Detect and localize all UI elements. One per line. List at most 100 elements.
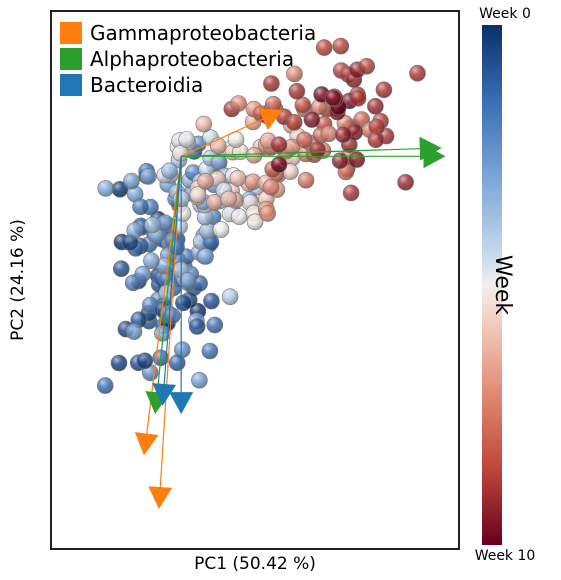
scatter-point — [207, 317, 223, 333]
scatter-point — [145, 217, 161, 233]
scatter-point — [196, 228, 212, 244]
scatter-point — [181, 292, 197, 308]
scatter-point — [342, 93, 358, 109]
scatter-point — [271, 157, 287, 173]
scatter-point — [141, 305, 157, 321]
scatter-point — [304, 112, 320, 128]
scatter-point — [276, 109, 292, 125]
scatter-point — [270, 167, 286, 183]
scatter-point — [263, 179, 279, 195]
arrow-Gammaproteobacteria-b — [144, 156, 181, 453]
scatter-point — [175, 295, 191, 311]
scatter-point — [183, 266, 199, 282]
scatter-point — [344, 119, 360, 135]
scatter-point — [157, 265, 173, 281]
scatter-point — [231, 209, 247, 225]
scatter-point — [146, 225, 162, 241]
scatter-point — [311, 99, 327, 115]
legend-item-gammaproteobacteria: Gammaproteobacteria — [60, 20, 316, 46]
legend-item-alphaproteobacteria: Alphaproteobacteria — [60, 46, 316, 72]
scatter-point — [225, 144, 241, 160]
scatter-point — [369, 119, 385, 135]
scatter-point — [142, 297, 158, 313]
scatter-point — [203, 234, 219, 250]
scatter-point — [198, 249, 214, 265]
scatter-point — [410, 65, 426, 81]
scatter-point — [241, 176, 257, 192]
scatter-point — [180, 134, 196, 150]
scatter-point — [152, 230, 168, 246]
scatter-point — [190, 187, 206, 203]
scatter-point — [114, 234, 130, 250]
scatter-point — [368, 132, 384, 148]
scatter-point — [203, 150, 219, 166]
scatter-point — [151, 229, 167, 245]
scatter-point — [246, 205, 262, 221]
scatter-point — [224, 101, 240, 117]
scatter-point — [340, 66, 356, 82]
scatter-point — [192, 275, 208, 291]
scatter-point — [197, 209, 213, 225]
scatter-point — [245, 114, 261, 130]
scatter-point — [126, 324, 142, 340]
scatter-point — [143, 199, 159, 215]
scatter-point — [185, 165, 201, 181]
scatter-point — [362, 122, 378, 138]
scatter-point — [313, 127, 329, 143]
legend-swatch-gammaproteobacteria — [60, 22, 82, 44]
scatter-point — [190, 136, 206, 152]
scatter-point — [260, 133, 276, 149]
scatter-point — [139, 168, 155, 184]
scatter-point — [127, 223, 143, 239]
scatter-point — [298, 146, 314, 162]
scatter-point — [190, 303, 206, 319]
scatter-point — [171, 197, 187, 213]
scatter-point — [349, 152, 365, 168]
scatter-point — [191, 372, 207, 388]
scatter-point — [286, 114, 302, 130]
scatter-point — [133, 238, 149, 254]
scatter-point — [258, 201, 274, 217]
scatter-point — [141, 236, 157, 252]
scatter-point — [207, 194, 223, 210]
scatter-point — [112, 181, 128, 197]
scatter-point — [139, 163, 155, 179]
legend-label: Alphaproteobacteria — [90, 46, 294, 72]
scatter-point — [296, 101, 312, 117]
legend: Gammaproteobacteria Alphaproteobacteria … — [60, 20, 316, 98]
scatter-point — [222, 206, 238, 222]
scatter-point — [329, 104, 345, 120]
scatter-point — [246, 147, 262, 163]
arrow-Alphaproteobacteria-c — [155, 156, 181, 412]
scatter-point — [378, 128, 394, 144]
scatter-point — [199, 161, 215, 177]
scatter-point — [206, 177, 222, 193]
scatter-point — [354, 112, 370, 128]
scatter-point — [376, 82, 392, 98]
scatter-point — [350, 87, 366, 103]
scatter-point — [269, 182, 285, 198]
scatter-point — [325, 90, 341, 106]
scatter-point — [248, 179, 264, 195]
scatter-point — [170, 139, 186, 155]
scatter-point — [190, 180, 206, 196]
scatter-point — [337, 115, 353, 131]
scatter-point — [327, 91, 343, 107]
scatter-point — [205, 209, 221, 225]
legend-item-bacteroidia: Bacteroidia — [60, 72, 316, 98]
legend-swatch-bacteroidia — [60, 74, 82, 96]
scatter-point — [319, 101, 335, 117]
scatter-point — [242, 195, 258, 211]
colorbar-tick-bottom: Week 10 — [470, 548, 540, 564]
scatter-point — [258, 191, 274, 207]
arrow-Alphaproteobacteria-a — [181, 148, 439, 156]
scatter-point — [133, 199, 149, 215]
scatter-point — [196, 116, 212, 132]
scatter-point — [143, 253, 159, 269]
scatter-point — [268, 167, 284, 183]
scatter-point — [267, 101, 283, 117]
scatter-point — [253, 139, 269, 155]
scatter-point — [148, 227, 164, 243]
scatter-point — [124, 173, 140, 189]
scatter-point — [184, 185, 200, 201]
